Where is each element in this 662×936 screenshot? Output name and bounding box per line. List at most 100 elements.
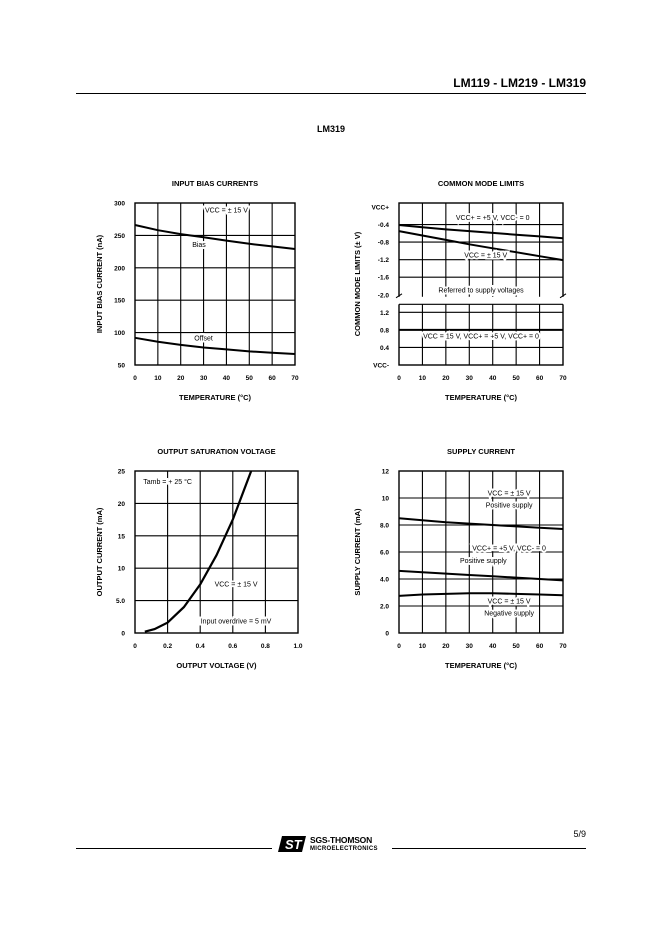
input-bias-x-tick-label: 30 [200, 375, 208, 382]
supply-current-series-2 [398, 592, 564, 597]
output-saturation-x-tick-label: 0.8 [261, 643, 270, 650]
common-mode-series-0 [398, 224, 564, 240]
input-bias-x-tick-label: 40 [223, 375, 231, 382]
output-saturation-annotation-2: Input overdrive = 5 mV [201, 618, 272, 625]
common-mode-break-mark [395, 293, 403, 299]
supply-current-annotation-0: VCC = ± 15 V [488, 490, 531, 497]
input-bias-y-tick-label: 250 [114, 233, 125, 240]
supply-current-x-tick-label: 40 [489, 643, 497, 650]
input-bias-y-tick-label: 300 [114, 201, 125, 208]
supply-current-x-tick-label: 60 [536, 643, 544, 650]
common-mode-plot-frame [398, 202, 564, 366]
output-saturation-series-0 [144, 471, 253, 633]
input-bias-plot-frame [134, 202, 296, 366]
brand-name: SGS-THOMSON MICROELECTRONICS [310, 836, 378, 854]
common-mode-x-tick-label: 60 [536, 375, 544, 382]
common-mode-y-tick-label: 0.4 [380, 345, 389, 352]
input-bias-chart-title: INPUT BIAS CURRENTS [172, 179, 258, 188]
supply-current-y-tick-label: 6.0 [380, 550, 389, 557]
input-bias-series-1 [134, 336, 296, 355]
common-mode-y-tick-label: VCC- [373, 363, 389, 370]
common-mode-axis-break [396, 296, 566, 305]
input-bias-series-0 [134, 224, 296, 250]
output-saturation-x-tick-label: 1.0 [293, 643, 302, 650]
input-bias-x-tick-label: 60 [269, 375, 277, 382]
output-saturation-annotation-1: VCC = ± 15 V [215, 581, 258, 588]
common-mode-y-tick-label: 1.2 [380, 310, 389, 317]
common-mode-y-tick-label: VCC+ [371, 205, 389, 212]
supply-current-annotation-4: VCC = ± 15 V [488, 598, 531, 605]
common-mode-annotation-2: Referred to supply voltages [438, 288, 524, 295]
common-mode-x-tick-label: 70 [559, 375, 567, 382]
input-bias-y-tick-label: 200 [114, 265, 125, 272]
supply-current-y-tick-label: 4.0 [380, 577, 389, 584]
common-mode-x-tick-label: 20 [442, 375, 450, 382]
footer-rule-left [76, 848, 272, 849]
supply-current-x-tick-label: 50 [513, 643, 521, 650]
common-mode-x-tick-label: 0 [397, 375, 401, 382]
output-saturation-x-axis-label: OUTPUT VOLTAGE (V) [176, 661, 257, 670]
common-mode-annotation-1: VCC = ± 15 V [464, 252, 507, 259]
output-saturation-y-tick-label: 25 [118, 469, 126, 476]
common-mode-y-tick-label: -0.4 [378, 222, 390, 229]
input-bias-x-tick-label: 20 [177, 375, 185, 382]
supply-current-x-axis-label: TEMPERATURE (°C) [445, 661, 518, 670]
section-subtitle: LM319 [316, 124, 345, 134]
brand-line-2: MICROELECTRONICS [310, 846, 378, 852]
brand-line-1: SGS-THOMSON [310, 835, 373, 845]
common-mode-series-1 [398, 230, 564, 262]
supply-current-y-tick-label: 8.0 [380, 523, 389, 530]
common-mode-y-axis-label: COMMON MODE LIMITS (± V) [353, 231, 362, 336]
input-bias-annotation-2: Offset [194, 335, 213, 342]
supply-current-y-tick-label: 2.0 [380, 604, 389, 611]
header-rule [76, 93, 586, 94]
common-mode-x-axis-label: TEMPERATURE (°C) [445, 393, 518, 402]
page-header-title: LM119 - LM219 - LM319 [453, 76, 586, 90]
supply-current-annotation-5: Negative supply [484, 610, 534, 617]
output-saturation-annotation-0: Tamb = + 25 °C [143, 478, 192, 486]
input-bias-x-tick-label: 70 [291, 375, 299, 382]
output-saturation-y-tick-label: 0 [121, 631, 125, 638]
common-mode-y-tick-label: -2.0 [378, 292, 390, 299]
output-saturation-x-tick-label: 0.2 [163, 643, 172, 650]
footer-rule-right [392, 848, 586, 849]
input-bias-x-tick-label: 10 [154, 375, 162, 382]
input-bias-y-axis-label: INPUT BIAS CURRENT (nA) [95, 234, 104, 333]
supply-current-x-tick-label: 0 [397, 643, 401, 650]
supply-current-annotation-3: Positive supply [460, 558, 507, 565]
output-saturation-y-tick-label: 5.0 [116, 598, 125, 605]
input-bias-y-tick-label: 50 [118, 363, 126, 370]
output-saturation-x-tick-label: 0 [133, 643, 137, 650]
common-mode-chart-title: COMMON MODE LIMITS [438, 179, 524, 188]
supply-current-y-tick-label: 12 [382, 469, 390, 476]
output-saturation-y-tick-label: 15 [118, 533, 126, 540]
common-mode-annotation-0: VCC+ = +5 V, VCC- = 0 [456, 215, 530, 222]
output-saturation-chart-title: OUTPUT SATURATION VOLTAGE [157, 447, 275, 456]
supply-current-y-tick-label: 10 [382, 496, 390, 503]
output-saturation-y-tick-label: 10 [118, 566, 126, 573]
common-mode-annotation-3: VCC = 15 V, VCC+ = +5 V, VCC+ = 0 [423, 334, 539, 341]
output-saturation-x-tick-label: 0.4 [196, 643, 205, 650]
supply-current-series-1 [398, 569, 564, 582]
input-bias-annotation-0: VCC = ± 15 V [205, 208, 248, 215]
input-bias-x-tick-label: 50 [246, 375, 254, 382]
supply-current-chart-title: SUPPLY CURRENT [447, 447, 515, 456]
st-logo-icon: ST [278, 836, 306, 852]
supply-current-annotation-2: VCC+ = +5 V, VCC- = 0 [472, 546, 546, 553]
input-bias-y-tick-label: 100 [114, 330, 125, 337]
input-bias-x-axis-label: TEMPERATURE (°C) [179, 393, 252, 402]
input-bias-y-tick-label: 150 [114, 298, 125, 305]
supply-current-x-tick-label: 20 [442, 643, 450, 650]
supply-current-x-tick-label: 70 [559, 643, 567, 650]
output-saturation-y-axis-label: OUTPUT CURRENT (mA) [95, 507, 104, 596]
common-mode-y-tick-label: -1.2 [378, 257, 390, 264]
common-mode-x-tick-label: 10 [419, 375, 427, 382]
supply-current-x-tick-label: 30 [466, 643, 474, 650]
input-bias-annotation-1: Bias [192, 242, 206, 249]
output-saturation-x-tick-label: 0.6 [228, 643, 237, 650]
common-mode-break-mark [559, 293, 567, 299]
output-saturation-plot-frame [134, 470, 299, 634]
supply-current-y-tick-label: 0 [385, 631, 389, 638]
common-mode-y-tick-label: -0.8 [378, 240, 390, 247]
